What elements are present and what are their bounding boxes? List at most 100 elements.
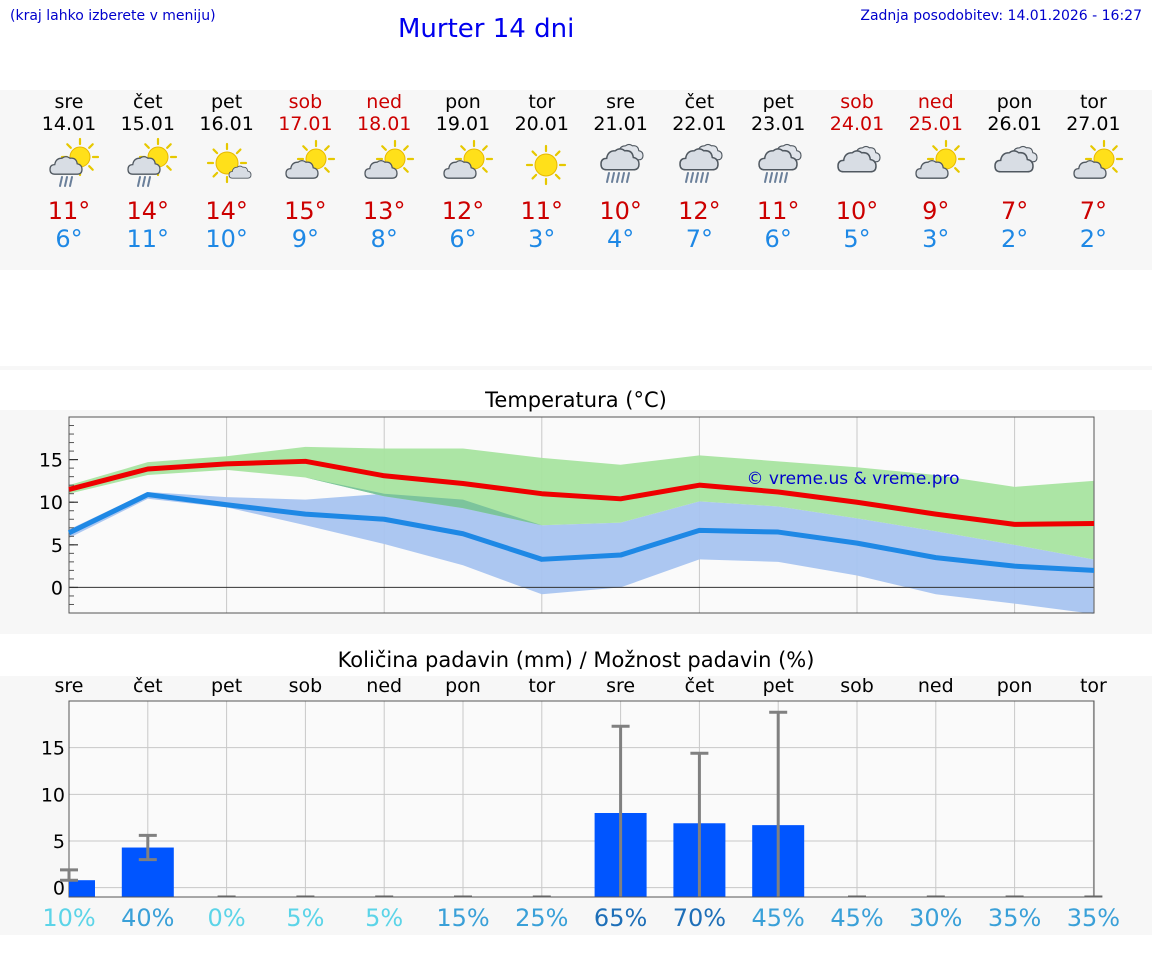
day-column: ned 25.01 9° 3° xyxy=(897,90,975,253)
sun-small-cloud-icon xyxy=(206,142,252,184)
day-min-temp: 8° xyxy=(370,225,398,253)
plot-frame xyxy=(68,416,1095,614)
day-min-temp: 10° xyxy=(205,225,248,253)
x-category-label: sob xyxy=(840,675,874,697)
day-weekday: pet xyxy=(762,91,794,113)
day-max-temp: 14° xyxy=(126,197,170,225)
day-max-temp: 7° xyxy=(1000,197,1029,225)
x-category-label: pet xyxy=(763,675,794,697)
plot-area xyxy=(69,701,1094,897)
y-tick-label: 0 xyxy=(53,878,65,900)
day-date: 22.01 xyxy=(672,113,727,135)
precip-probability: 45% xyxy=(830,904,883,932)
day-min-temp: 11° xyxy=(126,225,170,253)
precipitation-chart-title: Količina padavin (mm) / Možnost padavin … xyxy=(337,648,815,672)
plot-frame xyxy=(68,700,1095,898)
sun-cloud-icon xyxy=(1073,139,1123,179)
day-date: 19.01 xyxy=(435,113,491,135)
location-hint: (kraj lahko izberete v meniju) xyxy=(10,8,216,24)
day-weekday: sre xyxy=(606,91,636,113)
day-date: 14.01 xyxy=(41,113,97,135)
day-max-temp: 10° xyxy=(835,197,879,225)
precip-probability: 70% xyxy=(673,904,726,932)
day-date: 25.01 xyxy=(908,113,963,135)
day-column: čet 22.01 12° 7° xyxy=(660,90,738,253)
x-category-label: pon xyxy=(445,675,481,697)
sun-cloud-icon xyxy=(364,139,414,179)
day-date: 20.01 xyxy=(514,113,569,135)
temperature-chart: 0 5 10 15 © vreme.us & vreme.pro xyxy=(39,416,1096,614)
sun-cloud-icon xyxy=(285,139,335,179)
day-weekday: pon xyxy=(445,91,481,113)
precip-probability: 35% xyxy=(1067,904,1120,932)
x-category-label: ned xyxy=(918,675,954,697)
day-date: 15.01 xyxy=(120,113,175,135)
day-min-temp: 2° xyxy=(1079,225,1108,253)
precip-probability: 15% xyxy=(436,904,489,932)
x-category-label: sre xyxy=(55,675,84,697)
y-tick-label: 15 xyxy=(41,738,65,760)
day-column: pon 19.01 12° 6° xyxy=(424,90,502,253)
day-max-temp: 15° xyxy=(284,197,327,225)
x-category-label: sob xyxy=(289,675,323,697)
day-weekday: pet xyxy=(210,91,243,113)
day-max-temp: 11° xyxy=(520,197,564,225)
x-category-label: čet xyxy=(685,675,715,697)
day-weekday: čet xyxy=(684,91,715,113)
page-title: Murter 14 dni xyxy=(398,14,575,44)
x-category-label: čet xyxy=(133,675,163,697)
day-column: pet 16.01 14° 10° xyxy=(188,90,266,253)
precip-probability: 10% xyxy=(42,904,95,932)
day-column: tor 20.01 11° 3° xyxy=(503,90,581,253)
day-min-temp: 4° xyxy=(606,225,635,253)
cloud-rain-icon xyxy=(679,143,723,183)
day-max-temp: 10° xyxy=(599,197,642,225)
day-weekday: čet xyxy=(133,91,163,113)
day-date: 27.01 xyxy=(1066,113,1121,135)
precip-probability: 5% xyxy=(286,904,324,932)
day-weekday: tor xyxy=(528,91,556,113)
day-max-temp: 11° xyxy=(47,197,91,225)
day-date: 26.01 xyxy=(987,113,1042,135)
day-date: 24.01 xyxy=(829,113,885,135)
sun-icon xyxy=(526,144,567,186)
y-tick-label: 10 xyxy=(41,784,65,806)
day-column: pon 26.01 7° 2° xyxy=(976,90,1054,253)
day-date: 17.01 xyxy=(278,113,333,135)
y-tick-label: 15 xyxy=(39,450,63,472)
day-max-temp: 12° xyxy=(441,197,485,225)
temperature-chart-title: Temperatura (°C) xyxy=(485,388,667,412)
precip-probability: 45% xyxy=(752,904,805,932)
y-tick-label: 0 xyxy=(51,577,63,599)
day-column: sre 21.01 10° 4° xyxy=(582,90,660,253)
day-date: 18.01 xyxy=(356,113,412,135)
precip-bar xyxy=(69,880,95,897)
precip-probability: 65% xyxy=(594,904,647,932)
day-weekday: tor xyxy=(1079,91,1107,113)
day-max-temp: 12° xyxy=(678,197,721,225)
y-tick-label: 5 xyxy=(51,535,63,557)
day-column: ned 18.01 13° 8° xyxy=(345,90,423,253)
day-max-temp: 7° xyxy=(1079,197,1108,225)
precip-probability: 5% xyxy=(365,904,403,932)
watermark: © vreme.us & vreme.pro xyxy=(746,469,959,489)
min-temp-range-band xyxy=(69,491,1094,614)
daily-forecast-strip: sre 14.01 11° 6° čet 15.01 14° 11° pet 16.01 14° 10… xyxy=(0,90,1152,270)
day-min-temp: 2° xyxy=(1000,225,1029,253)
precipitation-chart: sre čet pet sob ned pon tor sre čet pet sob ned pon t… xyxy=(41,675,1120,932)
day-max-temp: 11° xyxy=(756,197,800,225)
day-column: sre 14.01 11° 6° xyxy=(30,90,108,253)
day-weekday: ned xyxy=(366,91,403,113)
day-date: 16.01 xyxy=(199,113,254,135)
day-column: sob 17.01 15° 9° xyxy=(266,90,344,253)
precip-probability: 35% xyxy=(988,904,1041,932)
day-min-temp: 6° xyxy=(764,225,792,253)
x-category-label: tor xyxy=(528,675,555,697)
day-min-temp: 3° xyxy=(922,225,950,253)
precip-probability: 25% xyxy=(515,904,568,932)
day-min-temp: 6° xyxy=(449,225,477,253)
day-column: pet 23.01 11° 6° xyxy=(739,90,817,253)
last-update: Zadnja posodobitev: 14.01.2026 - 16:27 xyxy=(860,8,1142,24)
day-weekday: ned xyxy=(917,91,954,113)
cloud-rain-icon xyxy=(757,143,802,183)
